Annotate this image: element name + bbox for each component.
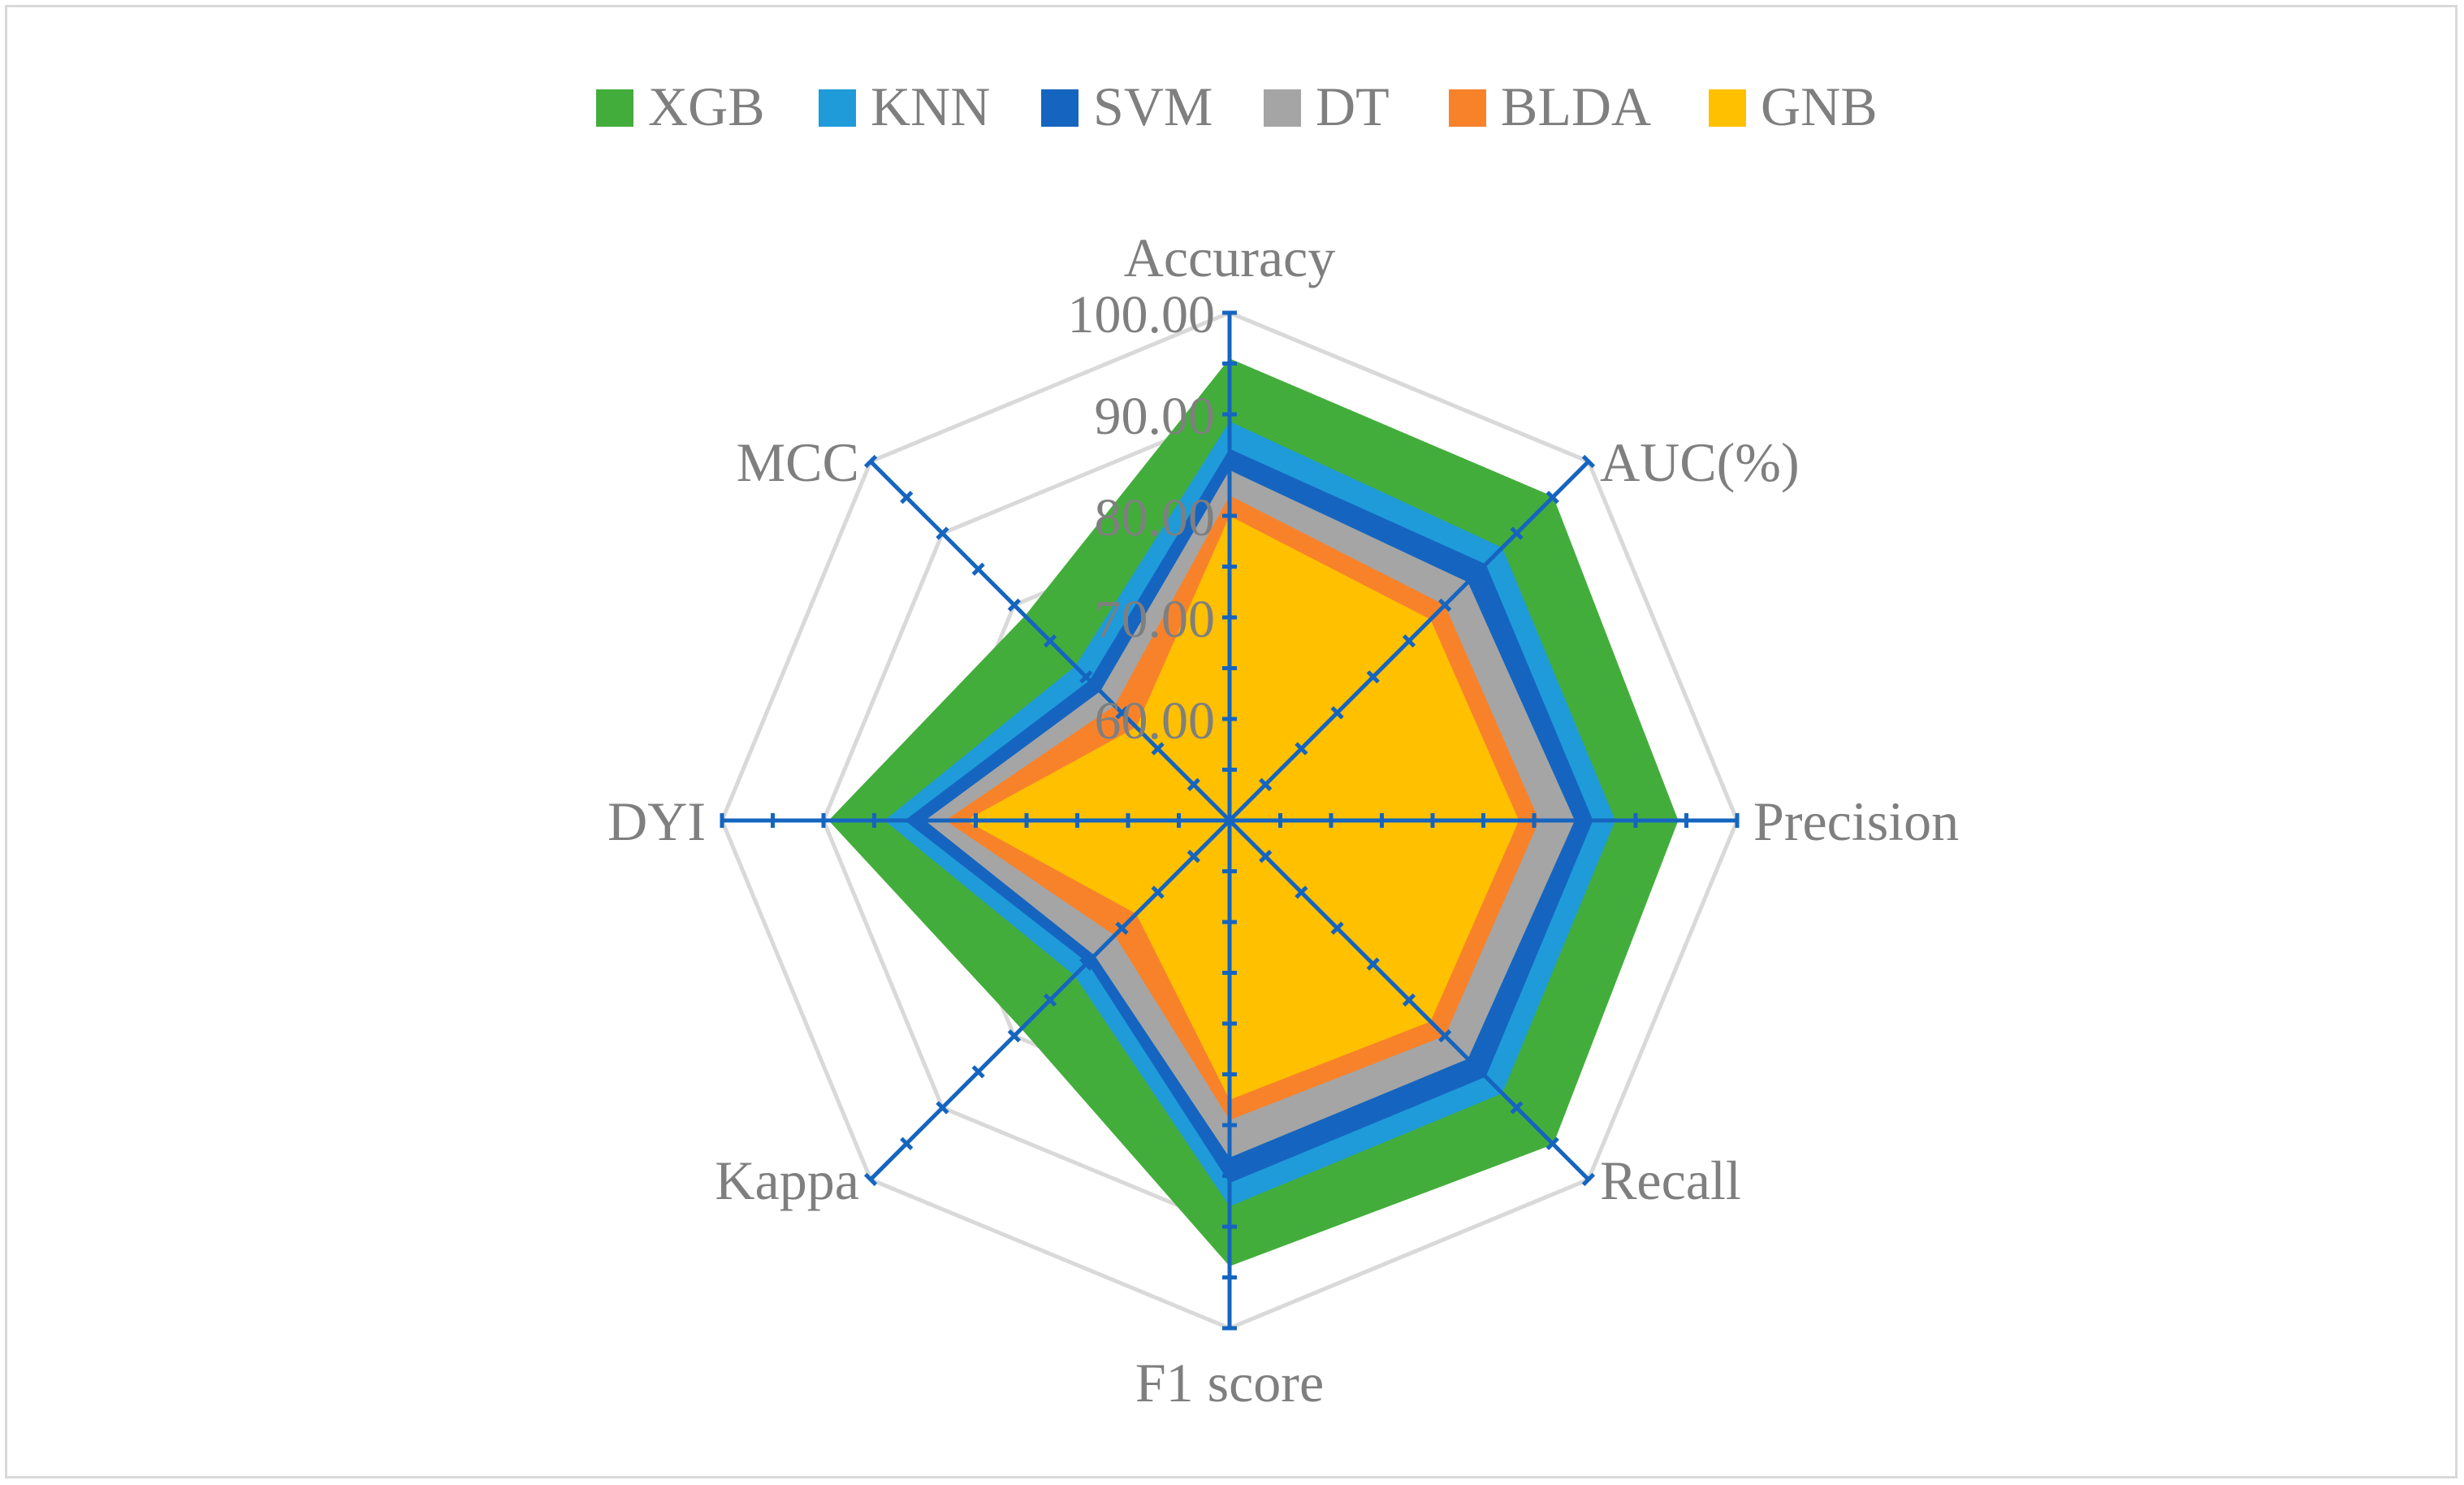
axis-tick-recall-60 [1295,885,1308,899]
category-labels: Accuracy AUC(%) Precision Recall F1 score Kap… [607,227,1959,1414]
axis-tick-auc-60 [1295,742,1308,755]
axis-tick-recall-100 [1581,1172,1596,1187]
axis-tick-mcc-60 [1151,742,1165,755]
axis-tick-kappa-80 [1007,1029,1021,1043]
axis-tick-mcc-90 [936,526,949,540]
legend: XGB KNN SVM DT BLDA GNB [596,76,1878,137]
legend-swatch-xgb [596,89,633,127]
axis-tick-auc-70 [1366,670,1380,684]
legend-label-gnb: GNB [1761,76,1878,137]
legend-swatch-blda [1449,89,1486,127]
axes [720,310,1740,1331]
axis-tick-auc-90 [1510,526,1524,540]
axis-tick-auc-85 [1474,562,1488,576]
axis-tick-recall-75 [1402,993,1416,1007]
category-label-mcc: MCC [737,431,859,493]
axis-tick-mcc-80 [1007,598,1021,612]
tick-label-60: 60.00 [1095,691,1216,751]
axis-tick-kappa-95 [900,1136,914,1150]
axis-tick-kappa-70 [1079,957,1093,971]
axis-tick-mcc-75 [1043,634,1057,648]
category-label-precision: Precision [1753,790,1959,852]
axis-tick-auc-95 [1545,491,1559,504]
axis-tick-auc-100 [1581,454,1596,469]
category-label-f1-score: F1 score [1135,1352,1324,1414]
tick-labels: 60.00 70.00 80.00 90.00 100.00 [1068,285,1216,751]
legend-swatch-gnb [1709,89,1746,127]
legend-label-knn: KNN [871,76,990,137]
legend-swatch-svm [1041,89,1079,127]
category-label-auc: AUC(%) [1600,431,1800,493]
axis-tick-mcc-65 [1115,706,1129,720]
axis-tick-kappa-90 [936,1101,949,1115]
tick-label-80: 80.00 [1095,488,1216,548]
axis-tick-recall-55 [1259,850,1273,864]
axis-tick-mcc-55 [1187,777,1200,791]
axis-tick-mcc-85 [971,562,985,576]
axis-tick-recall-95 [1545,1136,1559,1150]
tick-label-90: 90.00 [1095,387,1216,446]
category-label-accuracy: Accuracy [1124,227,1335,288]
axis-tick-auc-55 [1259,777,1273,791]
axis-tick-auc-65 [1330,706,1344,720]
legend-swatch-knn [819,89,856,127]
legend-label-blda: BLDA [1501,76,1651,137]
axis-tick-kappa-65 [1115,921,1129,935]
axis-tick-mcc-95 [900,491,914,504]
axis-tick-recall-85 [1474,1065,1488,1079]
axis-tick-recall-80 [1438,1029,1452,1043]
legend-label-dt: DT [1316,76,1390,137]
axis-tick-kappa-75 [1043,993,1057,1007]
axis-tick-recall-65 [1330,921,1344,935]
axis-tick-recall-70 [1366,957,1380,971]
axis-tick-kappa-85 [971,1065,985,1079]
axis-tick-kappa-60 [1151,885,1165,899]
axis-tick-kappa-55 [1187,850,1200,864]
axis-tick-auc-80 [1438,598,1452,612]
legend-label-svm: SVM [1093,76,1213,137]
tick-label-100: 100.00 [1068,285,1216,344]
legend-swatch-dt [1264,89,1301,127]
category-label-recall: Recall [1600,1149,1741,1211]
axis-tick-recall-90 [1510,1101,1524,1115]
axis-tick-kappa-100 [863,1172,878,1187]
axis-tick-mcc-100 [863,454,878,469]
tick-label-70: 70.00 [1095,590,1216,649]
axis-tick-auc-75 [1402,634,1416,648]
axis-tick-mcc-70 [1079,670,1093,684]
category-label-kappa: Kappa [715,1149,858,1211]
category-label-dyi: DYI [607,790,706,852]
legend-label-xgb: XGB [648,76,765,137]
